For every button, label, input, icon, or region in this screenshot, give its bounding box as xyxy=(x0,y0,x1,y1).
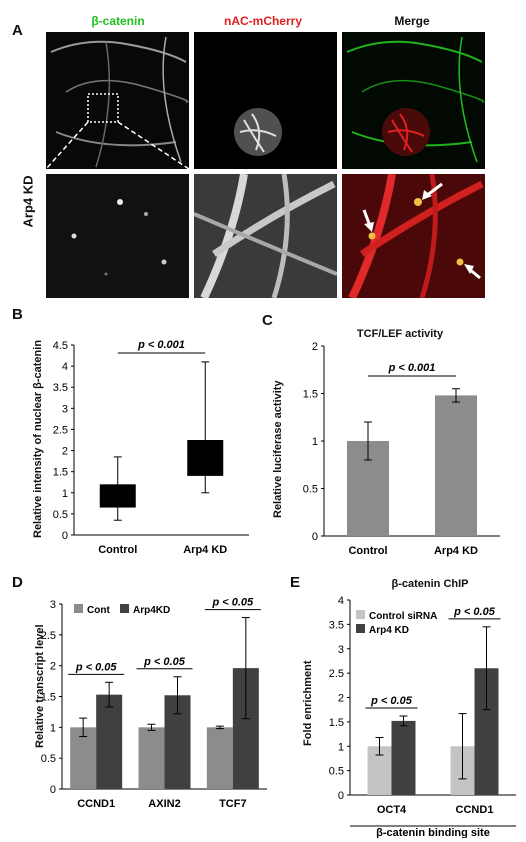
chart-e-y-tick-label: 0 xyxy=(338,790,344,802)
chart-d-legend-swatch xyxy=(74,604,83,613)
chart-d-annotation: p < 0.05 xyxy=(211,597,254,609)
chart-d-bar xyxy=(96,694,123,789)
chart-d-y-tick-label: 1 xyxy=(50,722,56,734)
micrograph-merge-zoom xyxy=(342,174,485,298)
chart-d-y-tick-label: 2.5 xyxy=(41,630,56,642)
chart-d-x-tick-label: CCND1 xyxy=(77,798,115,810)
micrograph-beta-catenin xyxy=(46,32,189,169)
chart-e-annotation: p < 0.05 xyxy=(370,695,413,707)
micrograph-nac-mcherry xyxy=(194,32,337,169)
chart-d-legend-label: Cont xyxy=(87,605,110,616)
chart-c-ylabel: Relative luciferase activity xyxy=(272,380,284,518)
chart-b-y-tick-label: 0 xyxy=(62,530,68,542)
chart-e-y-tick-label: 4 xyxy=(338,595,344,607)
chart-b-y-tick-label: 1.5 xyxy=(53,467,68,479)
chart-e-title: β-catenin ChIP xyxy=(391,578,469,590)
panel-e-label: E xyxy=(290,574,301,591)
chart-d-annotation: p < 0.05 xyxy=(75,661,118,673)
chart-b-x-tick-label: Arp4 KD xyxy=(183,544,227,556)
row-label-arp4kd: Arp4 KD xyxy=(20,175,36,228)
micrograph-nac-mcherry-zoom xyxy=(194,174,337,298)
chart-e-x-tick-label: CCND1 xyxy=(456,804,494,816)
chart-b-y-tick-label: 1 xyxy=(62,488,68,500)
panel-b-label: B xyxy=(12,306,23,323)
chart-e-y-tick-label: 1 xyxy=(338,741,344,753)
chart-b-y-tick-label: 3.5 xyxy=(53,382,68,394)
chart-e-legend-swatch xyxy=(356,610,365,619)
chart-c-x-tick-label: Arp4 KD xyxy=(434,545,478,557)
header-nac-mcherry: nAC-mCherry xyxy=(223,14,302,28)
chart-e-y-tick-label: 2.5 xyxy=(329,668,344,680)
chart-c-y-tick-label: 0 xyxy=(312,531,318,543)
chart-d-x-tick-label: TCF7 xyxy=(219,798,247,810)
panel-d-label: D xyxy=(12,574,23,591)
chart-c-y-tick-label: 1 xyxy=(312,436,318,448)
chart-e-legend-label: Arp4 KD xyxy=(369,625,409,636)
chart-e-ylabel: Fold enrichment xyxy=(302,660,314,746)
chart-e-y-tick-label: 1.5 xyxy=(329,717,344,729)
chart-b-box xyxy=(99,484,136,508)
chart-d-y-tick-label: 0.5 xyxy=(41,753,56,765)
chart-d-y-tick-label: 0 xyxy=(50,784,56,796)
chart-c-y-tick-label: 1.5 xyxy=(303,389,318,401)
chart-b-y-tick-label: 3 xyxy=(62,403,68,415)
chart-d-legend-swatch xyxy=(120,604,129,613)
chart-d-y-tick-label: 2 xyxy=(50,661,56,673)
panel-a-label: A xyxy=(12,22,23,39)
chart-b-y-tick-label: 2.5 xyxy=(53,424,68,436)
header-merge: Merge xyxy=(394,14,430,28)
chart-d-x-tick-label: AXIN2 xyxy=(148,798,180,810)
chart-d-bar xyxy=(206,727,233,789)
chart-c-y-tick-label: 2 xyxy=(312,341,318,353)
chart-b-y-tick-label: 0.5 xyxy=(53,509,68,521)
chart-e: 0 0.5 1 1.5 2 2.5 3 3.5 4 OCT4 p < 0.05 CCND1 p < 0.… xyxy=(329,595,516,838)
chart-d: 0 0.5 1 1.5 2 2.5 3 CCND1 p < 0.05 AXIN2 p < 0.05 T… xyxy=(41,597,267,810)
chart-e-legend-label: Control siRNA xyxy=(369,611,437,622)
chart-c-bar xyxy=(435,395,477,536)
header-beta-catenin: β-catenin xyxy=(91,14,145,28)
chart-e-xlabel: β-catenin binding site xyxy=(376,827,490,838)
chart-e-y-tick-label: 2 xyxy=(338,693,344,705)
chart-c-annotation: p < 0.001 xyxy=(388,362,436,374)
chart-b-box xyxy=(187,440,224,476)
chart-d-y-tick-label: 1.5 xyxy=(41,692,56,704)
micrograph-beta-catenin-zoom xyxy=(46,174,189,298)
chart-b-annotation: p < 0.001 xyxy=(137,339,185,351)
chart-e-y-tick-label: 3 xyxy=(338,644,344,656)
chart-d-bar xyxy=(138,727,165,789)
chart-e-legend-swatch xyxy=(356,624,365,633)
micrograph-merge xyxy=(342,32,485,169)
chart-d-bar xyxy=(70,727,97,789)
chart-c-x-tick-label: Control xyxy=(348,545,387,557)
chart-d-y-tick-label: 3 xyxy=(50,599,56,611)
chart-e-x-tick-label: OCT4 xyxy=(377,804,407,816)
panel-c-label: C xyxy=(262,312,273,329)
chart-c-y-tick-label: 0.5 xyxy=(303,484,318,496)
chart-b-y-tick-label: 4 xyxy=(62,361,68,373)
chart-e-y-tick-label: 0.5 xyxy=(329,766,344,778)
chart-d-legend-label: Arp4KD xyxy=(133,605,170,616)
chart-b-y-tick-label: 2 xyxy=(62,446,68,458)
chart-c: 0 0.5 1 1.5 2 Control Arp4 KD p < 0.001 xyxy=(303,341,500,557)
chart-d-annotation: p < 0.05 xyxy=(143,656,186,668)
chart-e-bar xyxy=(391,720,416,795)
chart-b: 0 0.5 1 1.5 2 2.5 3 3.5 4 4.5 Control Arp4 KD p < 0.… xyxy=(53,339,249,556)
chart-e-y-tick-label: 3.5 xyxy=(329,619,344,631)
chart-b-y-tick-label: 4.5 xyxy=(53,340,68,352)
chart-b-x-tick-label: Control xyxy=(98,544,137,556)
chart-c-title: TCF/LEF activity xyxy=(356,328,444,340)
chart-e-annotation: p < 0.05 xyxy=(453,606,496,618)
